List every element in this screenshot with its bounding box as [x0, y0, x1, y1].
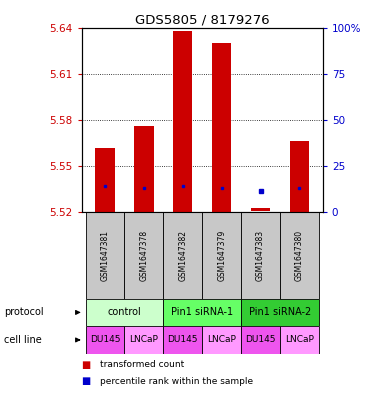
Bar — [241, 326, 280, 354]
Text: GSM1647383: GSM1647383 — [256, 230, 265, 281]
Bar — [280, 212, 319, 299]
Bar — [202, 326, 241, 354]
Bar — [124, 326, 163, 354]
Text: DU145: DU145 — [245, 336, 276, 344]
Text: Pin1 siRNA-2: Pin1 siRNA-2 — [249, 307, 311, 318]
Text: GSM1647381: GSM1647381 — [101, 230, 109, 281]
Bar — [173, 31, 193, 212]
Text: GSM1647382: GSM1647382 — [178, 230, 187, 281]
Text: ■: ■ — [82, 376, 91, 386]
Bar — [95, 147, 115, 212]
Bar — [202, 212, 241, 299]
Text: control: control — [108, 307, 141, 318]
Title: GDS5805 / 8179276: GDS5805 / 8179276 — [135, 13, 269, 26]
Text: GSM1647378: GSM1647378 — [139, 230, 148, 281]
Bar — [124, 212, 163, 299]
Bar — [85, 326, 124, 354]
Text: protocol: protocol — [4, 307, 43, 318]
Bar — [134, 126, 154, 212]
Bar — [85, 299, 163, 326]
Text: ■: ■ — [82, 360, 91, 370]
Bar — [241, 212, 280, 299]
Text: Pin1 siRNA-1: Pin1 siRNA-1 — [171, 307, 233, 318]
Text: LNCaP: LNCaP — [129, 336, 158, 344]
Text: GSM1647380: GSM1647380 — [295, 230, 304, 281]
Bar — [280, 326, 319, 354]
Bar — [163, 326, 202, 354]
Bar — [85, 212, 124, 299]
Text: LNCaP: LNCaP — [285, 336, 314, 344]
Text: LNCaP: LNCaP — [207, 336, 236, 344]
Bar — [290, 141, 309, 212]
Bar — [241, 299, 319, 326]
Text: cell line: cell line — [4, 335, 42, 345]
Text: GSM1647379: GSM1647379 — [217, 230, 226, 281]
Text: DU145: DU145 — [90, 336, 120, 344]
Bar — [212, 43, 232, 212]
Bar — [163, 212, 202, 299]
Text: DU145: DU145 — [167, 336, 198, 344]
Text: percentile rank within the sample: percentile rank within the sample — [100, 377, 253, 386]
Bar — [251, 208, 270, 211]
Bar — [163, 299, 241, 326]
Text: transformed count: transformed count — [100, 360, 184, 369]
